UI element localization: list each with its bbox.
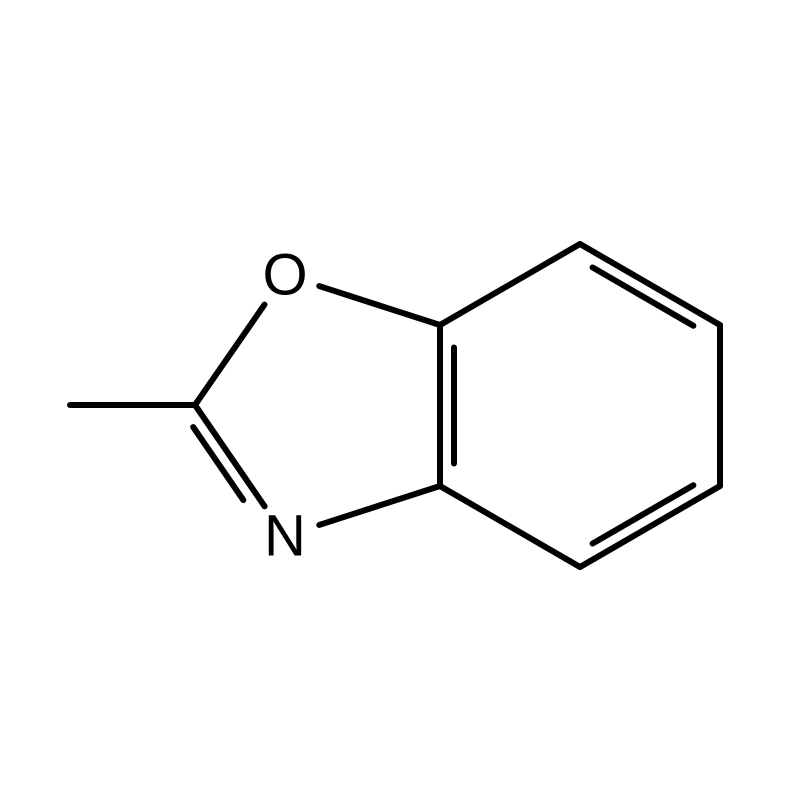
bond-line xyxy=(580,244,720,325)
bond-line xyxy=(195,405,265,506)
bond-line xyxy=(440,244,580,325)
atom-label-o: O xyxy=(262,243,307,308)
bond-line xyxy=(440,486,580,567)
bond-line xyxy=(319,286,440,325)
bond-line xyxy=(195,305,265,405)
atom-label-n: N xyxy=(264,504,306,569)
bond-line xyxy=(593,485,694,543)
bond-line xyxy=(319,486,440,525)
molecule-canvas: ON xyxy=(0,0,800,800)
bond-line xyxy=(580,486,720,567)
bond-line xyxy=(593,267,694,325)
